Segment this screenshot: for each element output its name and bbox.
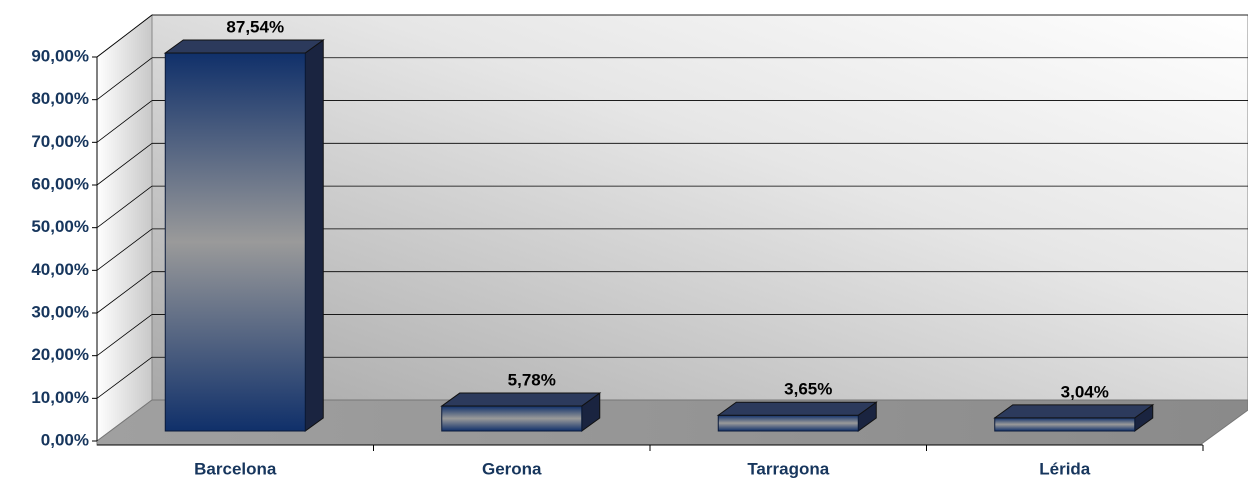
bar-top bbox=[993, 404, 1155, 419]
y-tick-label: 50,00% bbox=[31, 217, 89, 236]
y-tick-label: 0,00% bbox=[41, 430, 89, 449]
value-label: 3,65% bbox=[784, 380, 832, 399]
y-tick-label: 10,00% bbox=[31, 388, 89, 407]
x-tick-label: Barcelona bbox=[194, 459, 277, 478]
grid-line bbox=[96, 14, 153, 58]
y-tick-label: 70,00% bbox=[31, 132, 89, 151]
x-tick-label: Gerona bbox=[482, 459, 542, 478]
bar-top bbox=[163, 39, 325, 54]
grid-line bbox=[96, 314, 153, 356]
grid-line bbox=[96, 143, 153, 186]
bar bbox=[994, 417, 1136, 432]
grid-line bbox=[96, 57, 153, 100]
bar-top bbox=[440, 392, 602, 407]
bar bbox=[441, 405, 583, 432]
grid-line bbox=[96, 185, 153, 228]
x-tick-label: Lérida bbox=[1039, 459, 1091, 478]
x-tick-label: Tarragona bbox=[747, 459, 829, 478]
grid-line bbox=[96, 100, 153, 143]
plot-walls bbox=[96, 13, 1248, 446]
y-tick-label: 60,00% bbox=[31, 174, 89, 193]
value-label: 5,78% bbox=[508, 371, 556, 390]
grid-line bbox=[96, 356, 153, 399]
grid-line bbox=[96, 228, 153, 271]
y-tick-label: 90,00% bbox=[31, 46, 89, 65]
y-tick-label: 30,00% bbox=[31, 302, 89, 321]
bar-side bbox=[304, 39, 324, 432]
bar bbox=[717, 414, 859, 432]
bar bbox=[164, 52, 306, 432]
value-label: 3,04% bbox=[1061, 382, 1109, 401]
y-tick-label: 40,00% bbox=[31, 260, 89, 279]
y-tick-label: 80,00% bbox=[31, 89, 89, 108]
value-label: 87,54% bbox=[226, 18, 284, 37]
bar-top bbox=[716, 401, 878, 416]
grid-line bbox=[96, 271, 153, 314]
y-tick-label: 20,00% bbox=[31, 345, 89, 364]
